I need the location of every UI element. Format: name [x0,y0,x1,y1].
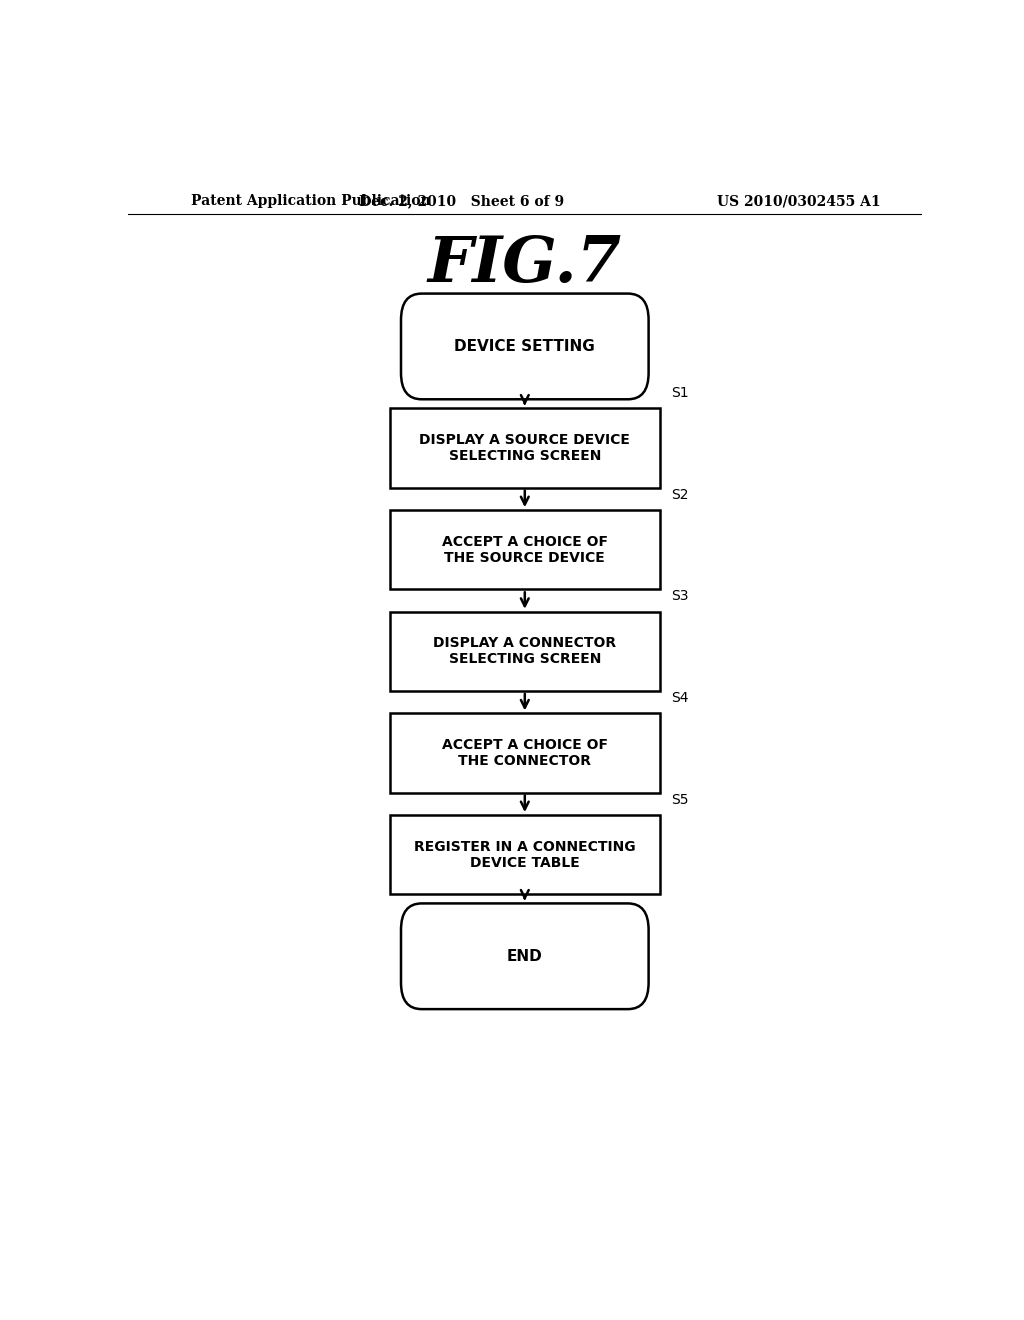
Text: DISPLAY A SOURCE DEVICE
SELECTING SCREEN: DISPLAY A SOURCE DEVICE SELECTING SCREEN [420,433,630,463]
Bar [390,408,659,487]
FancyBboxPatch shape [401,293,648,399]
Text: S4: S4 [672,692,689,705]
Text: S3: S3 [672,590,689,603]
Text: Dec. 2, 2010   Sheet 6 of 9: Dec. 2, 2010 Sheet 6 of 9 [358,194,564,209]
Bar [390,814,659,894]
Text: REGISTER IN A CONNECTING
DEVICE TABLE: REGISTER IN A CONNECTING DEVICE TABLE [414,840,636,870]
Text: DISPLAY A CONNECTOR
SELECTING SCREEN: DISPLAY A CONNECTOR SELECTING SCREEN [433,636,616,667]
Bar [390,611,659,690]
Bar [390,713,659,792]
Text: FIG.7: FIG.7 [428,235,622,296]
Text: ACCEPT A CHOICE OF
THE SOURCE DEVICE: ACCEPT A CHOICE OF THE SOURCE DEVICE [441,535,608,565]
Text: S5: S5 [672,793,689,807]
Text: Patent Application Publication: Patent Application Publication [191,194,431,209]
Text: S1: S1 [672,387,689,400]
Bar [390,510,659,589]
Text: ACCEPT A CHOICE OF
THE CONNECTOR: ACCEPT A CHOICE OF THE CONNECTOR [441,738,608,768]
Text: US 2010/0302455 A1: US 2010/0302455 A1 [717,194,881,209]
Text: DEVICE SETTING: DEVICE SETTING [455,339,595,354]
Text: END: END [507,949,543,964]
FancyBboxPatch shape [401,903,648,1008]
Text: S2: S2 [672,488,689,502]
